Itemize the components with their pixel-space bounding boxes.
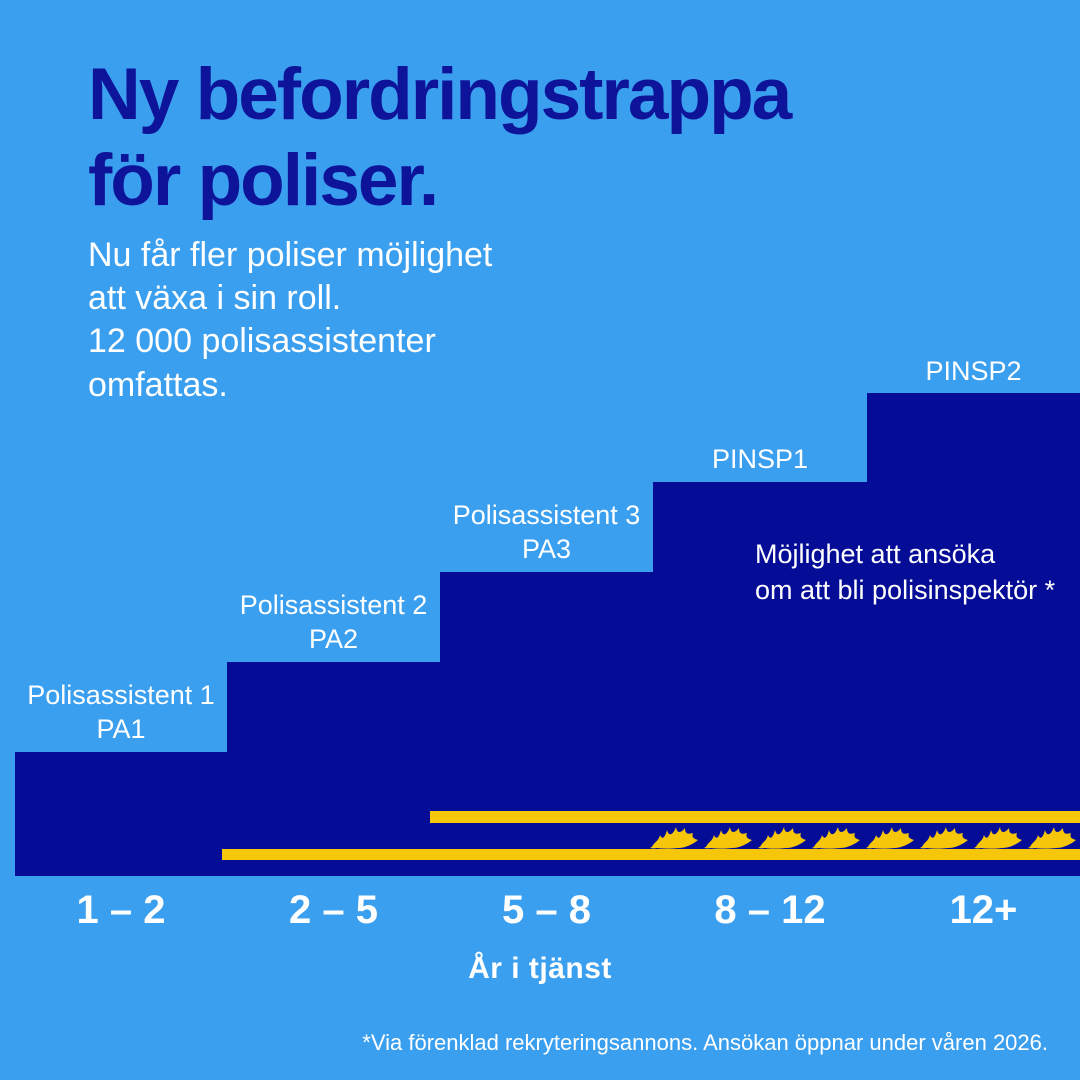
staircase-step-pinsp2 [867, 393, 1080, 876]
step-label-pa2: Polisassistent 2 PA2 [227, 588, 440, 656]
gold-stripe-upper [430, 811, 1080, 823]
staircase-step-pa3 [440, 572, 653, 876]
x-axis-title: År i tjänst [468, 952, 612, 985]
step-label-pinsp2: PINSP2 [867, 354, 1080, 388]
step-label-pa1: Polisassistent 1 PA1 [15, 678, 227, 746]
oak-leaf-laurel-band [650, 827, 1076, 849]
x-tick-8-12: 8 – 12 [714, 888, 826, 932]
step-label-pa3: Polisassistent 3 PA3 [440, 498, 653, 566]
step-label-pinsp1: PINSP1 [653, 442, 867, 476]
x-tick-5-8: 5 – 8 [502, 888, 591, 932]
annotation-polisinspektor: Möjlighet att ansöka om att bli polisins… [755, 539, 1056, 605]
page-title: Ny befordringstrappa för poliser. [88, 54, 792, 222]
staircase-step-pa1 [15, 752, 227, 876]
step-code: PA2 [308, 624, 359, 654]
staircase-step-pinsp1 [653, 482, 867, 876]
step-title: PINSP1 [711, 444, 809, 474]
gold-stripe-lower [222, 849, 1080, 860]
page-subtitle: Nu får fler poliser möjlighet att växa i… [88, 236, 493, 404]
step-title: Polisassistent 3 [452, 500, 641, 530]
step-title: Polisassistent 2 [239, 590, 428, 620]
step-title: Polisassistent 1 [27, 680, 215, 710]
x-tick-2-5: 2 – 5 [289, 888, 378, 932]
x-tick-1-2: 1 – 2 [76, 888, 166, 932]
step-code: PA1 [96, 714, 146, 744]
step-code: PA3 [521, 534, 572, 564]
step-title: PINSP2 [925, 356, 1022, 386]
x-tick-12plus: 12+ [949, 888, 1018, 932]
staircase-step-pa2 [227, 662, 440, 876]
footnote: *Via förenklad rekryteringsannons. Ansök… [362, 1030, 1048, 1055]
